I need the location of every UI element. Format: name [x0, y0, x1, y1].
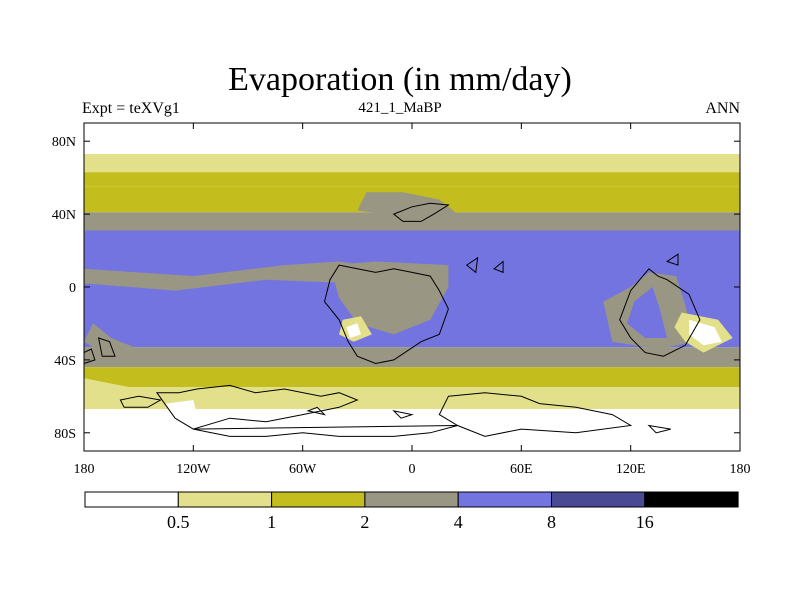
- coastline: [155, 384, 359, 430]
- colorbar-swatch: [177, 491, 273, 508]
- chart-subtitle: 421_1_MaBP: [358, 100, 442, 116]
- coastline: [323, 264, 449, 365]
- x-tick-label: 0: [409, 462, 416, 477]
- contour-patch: [346, 323, 361, 338]
- colorbar-label: 1: [267, 512, 276, 532]
- coastline-layer: [83, 202, 701, 437]
- y-tick-label: 40N: [52, 208, 76, 223]
- coastline: [97, 337, 116, 357]
- colorbar-swatch: [457, 491, 553, 508]
- colorbar-swatch: [551, 491, 646, 508]
- colorbar-swatch: [271, 491, 366, 508]
- coastline: [647, 424, 671, 434]
- coastline: [665, 253, 679, 266]
- x-tick-label: 60W: [289, 462, 317, 477]
- contour-patch: [330, 261, 449, 335]
- contour-patch: [689, 319, 722, 346]
- coastline: [306, 406, 327, 416]
- contour-band: [84, 387, 740, 410]
- coastline: [392, 410, 414, 419]
- contour-patch: [84, 378, 212, 408]
- contour-band: [84, 367, 740, 388]
- contour-band: [84, 347, 740, 368]
- y-axis: 80N 40N 0 40S 80S: [52, 135, 740, 442]
- x-tick-label: 60E: [510, 462, 533, 477]
- contour-patch: [627, 287, 668, 338]
- x-tick-label: 180: [74, 462, 95, 477]
- colorbar-label: 0.5: [167, 512, 190, 532]
- colorbar-swatch: [364, 491, 459, 508]
- y-tick-label: 80N: [52, 135, 76, 150]
- coastline: [119, 395, 162, 408]
- y-tick-label: 80S: [54, 427, 76, 442]
- x-tick-label: 120E: [616, 462, 646, 477]
- contour-patches: [84, 192, 733, 419]
- chart-title: Evaporation (in mm/day): [228, 61, 572, 98]
- colorbar-boxes: [84, 491, 739, 508]
- contour-patch: [84, 261, 412, 291]
- coastline: [619, 268, 701, 357]
- colorbar-swatch: [84, 491, 179, 508]
- colorbar-labels: 0.5 1 2 4 8 16: [167, 512, 654, 532]
- x-axis: 180 120W 60W 0 60E 120E 180: [74, 123, 751, 477]
- y-tick-label: 40S: [54, 354, 76, 369]
- contour-band: [84, 409, 740, 451]
- colorbar-label: 2: [360, 512, 369, 532]
- contour-patch: [166, 400, 197, 419]
- colorbar-label: 8: [547, 512, 556, 532]
- experiment-label: Expt = teXVg1: [82, 100, 180, 117]
- coastline: [493, 260, 504, 274]
- contour-patch: [357, 192, 458, 222]
- season-label: ANN: [705, 100, 740, 117]
- colorbar-swatch: [644, 491, 739, 508]
- colorbar-label: 16: [636, 512, 654, 532]
- coastline: [465, 256, 479, 274]
- y-tick-label: 0: [69, 281, 76, 296]
- coastline: [392, 202, 450, 222]
- contour-patch: [84, 323, 139, 353]
- coastline: [193, 425, 458, 437]
- x-tick-label: 120W: [176, 462, 211, 477]
- colorbar-label: 4: [454, 512, 463, 532]
- contour-band: [84, 153, 740, 173]
- x-tick-label: 180: [730, 462, 751, 477]
- contour-band: [84, 172, 740, 187]
